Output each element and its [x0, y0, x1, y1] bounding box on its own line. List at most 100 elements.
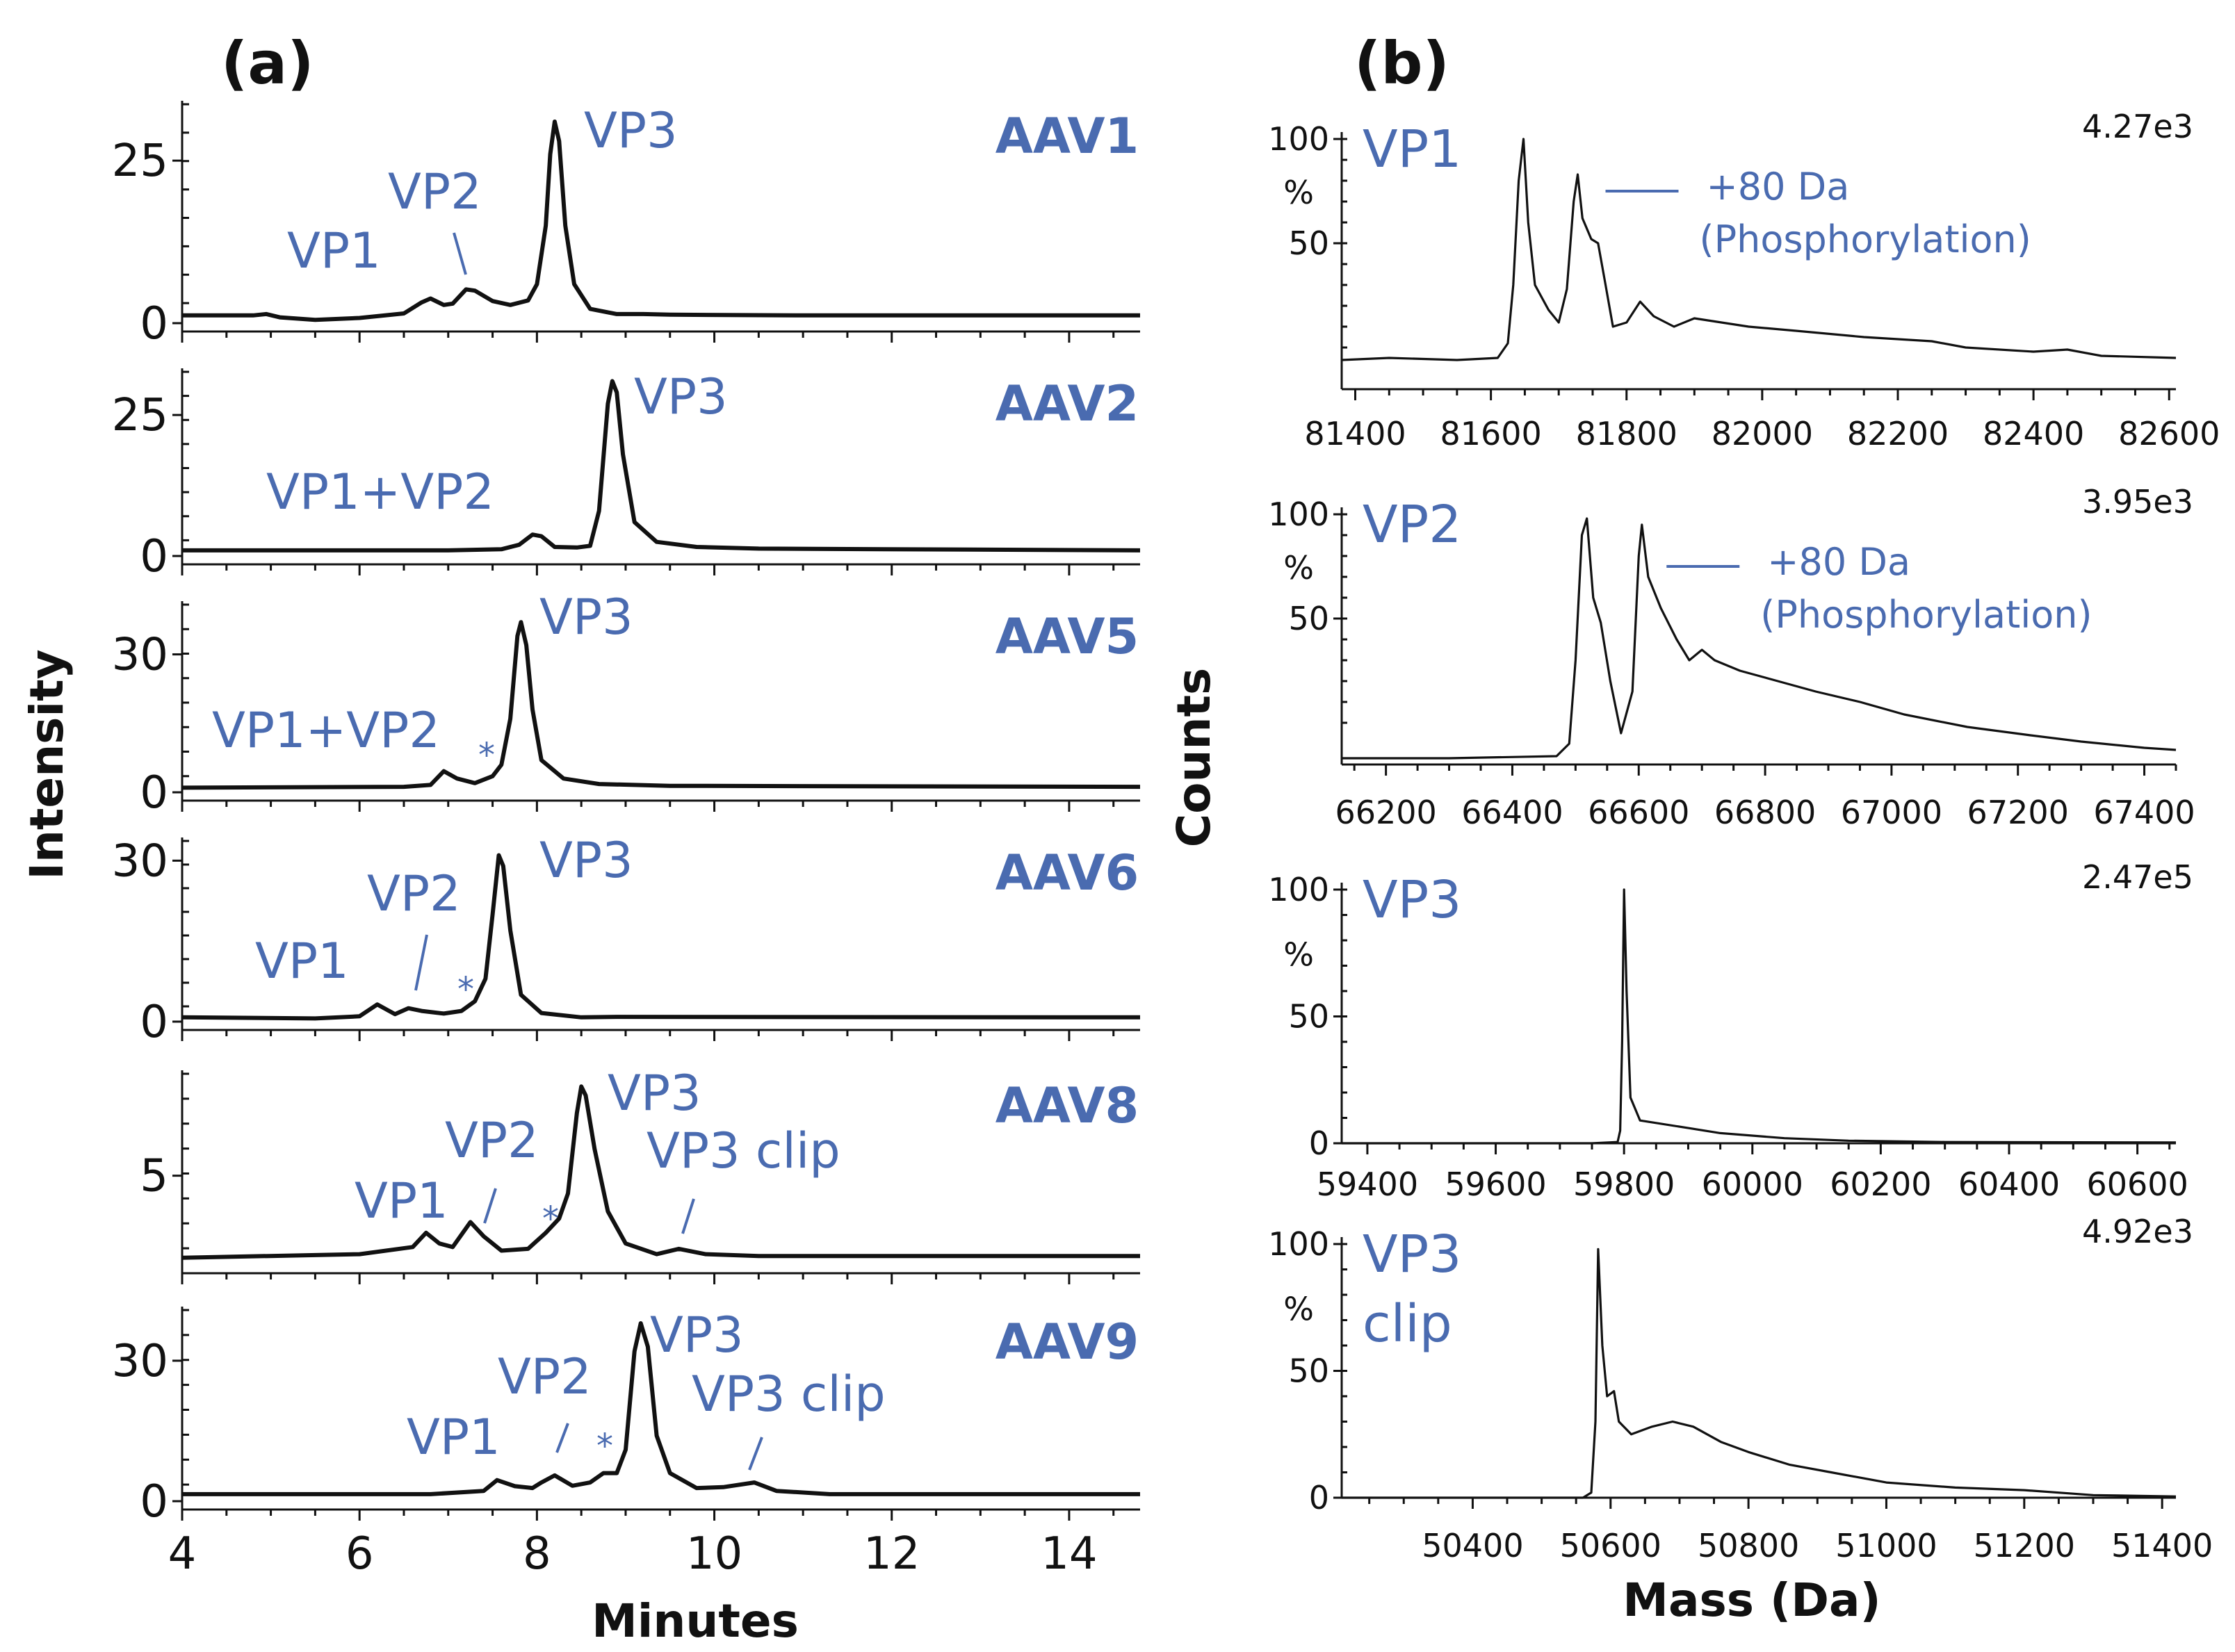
b-x-tick-label: 81400: [1304, 415, 1406, 452]
a-trace-aav1: [182, 120, 1140, 322]
b-max-intensity: 3.95e3: [2082, 483, 2193, 521]
peak-leader-line: [555, 1423, 569, 1453]
a-x-tick-label: 4: [168, 1528, 197, 1580]
serotype-label-aav8: AAV8: [995, 1077, 1139, 1134]
peak-label-vp3: VP3: [539, 832, 633, 889]
peak-label-vp3: VP3: [634, 368, 728, 425]
b-y-axis-title: Counts: [1167, 668, 1221, 848]
peak-leader-line: [681, 1198, 695, 1234]
peak-label-vp1: VP1: [255, 933, 349, 990]
b-x-tick-label: 66600: [1588, 794, 1689, 831]
a-y-tick-label: 25: [112, 136, 168, 187]
a-y-axis-title: Intensity: [20, 649, 74, 879]
b-x-tick-label: 50400: [1422, 1527, 1523, 1564]
b-x-tick-label: 67000: [1841, 794, 1942, 831]
serotype-label-aav1: AAV1: [995, 108, 1139, 165]
a-trace-aav6: [181, 853, 1141, 1021]
b-y-tick-label: 100: [1268, 871, 1329, 908]
peak-leader-line: [414, 934, 428, 991]
b-phospho-type-label: (Phosphorylation): [1760, 593, 2092, 637]
panel-a-title: (a): [221, 29, 314, 97]
a-y-tick-label: 0: [140, 1476, 168, 1528]
b-y-tick-label: 100: [1268, 120, 1329, 158]
b-y-tick-label: 50: [1288, 1352, 1329, 1390]
b-x-tick-label: 59400: [1317, 1166, 1418, 1203]
b-x-tick-label: 51000: [1835, 1527, 1937, 1564]
peak-label-vp3: VP3: [539, 589, 633, 646]
a-trace-aav2: [182, 379, 1141, 553]
b-trace-vp1: [1341, 138, 2177, 361]
b-percent-label: %: [1283, 174, 1314, 211]
peak-label-star: *: [596, 1427, 613, 1466]
b-trace-vp2: [1342, 517, 2177, 760]
b-y-tick-label: 50: [1288, 998, 1329, 1036]
peak-label-vp2: VP2: [445, 1112, 539, 1169]
b-y-tick-label: 100: [1268, 496, 1329, 533]
peak-label-vp1: VP1: [287, 222, 381, 279]
a-trace-aav8: [181, 1084, 1140, 1260]
b-protein-label: VP3: [1363, 1225, 1461, 1284]
b-protein-label: VP1: [1363, 120, 1461, 179]
b-x-tick-label: 51400: [2111, 1527, 2213, 1564]
panel-b-title: (b): [1354, 29, 1449, 97]
peak-label-vp1: VP1: [407, 1409, 501, 1466]
a-y-tick-label: 30: [112, 1336, 168, 1387]
a-y-tick-label: 0: [140, 298, 168, 350]
b-x-tick-label: 60600: [2086, 1166, 2188, 1203]
b-y-tick-label: 50: [1288, 600, 1329, 637]
b-phospho-type-label: (Phosphorylation): [1700, 218, 2031, 261]
peak-label-vp3: VP3: [584, 102, 678, 159]
b-y-tick-label: 0: [1309, 1479, 1329, 1516]
peak-label-vp2: VP2: [498, 1348, 592, 1405]
peak-label-vp1: VP1: [355, 1172, 448, 1229]
b-x-tick-label: 81800: [1576, 415, 1677, 452]
b-phospho-mass-label: +80 Da: [1707, 165, 1850, 208]
peak-label-vp1-vp2: VP1+VP2: [212, 702, 440, 759]
peak-label-vp3: VP3: [650, 1307, 744, 1364]
b-x-tick-label: 66200: [1335, 794, 1436, 831]
b-x-tick-label: 81600: [1440, 415, 1541, 452]
b-x-tick-label: 60400: [1958, 1166, 2060, 1203]
b-percent-label: %: [1283, 1290, 1314, 1327]
b-x-tick-label: 66400: [1461, 794, 1563, 831]
a-trace-aav9: [182, 1321, 1140, 1496]
serotype-label-aav5: AAV5: [995, 608, 1139, 665]
peak-label-vp2: VP2: [388, 163, 482, 220]
a-x-tick-label: 12: [863, 1528, 920, 1580]
panel-a-chromatograms: 0 25 AAV1 0 25 AAV2 0 30 AAV5 0 30 AAV6 5 AAV8 0 30 AAV9…: [112, 101, 1141, 1580]
a-x-tick-label: 6: [346, 1528, 374, 1580]
serotype-label-aav9: AAV9: [995, 1314, 1139, 1371]
b-phospho-mass-label: +80 Da: [1767, 540, 1910, 584]
b-percent-label: %: [1283, 549, 1314, 587]
a-y-tick-label: 0: [140, 531, 168, 582]
a-y-tick-label: 0: [140, 997, 168, 1048]
b-x-tick-label: 67400: [2093, 794, 2195, 831]
b-protein-label: VP3: [1363, 870, 1461, 930]
b-protein-label: VP2: [1363, 495, 1461, 555]
a-trace-aav5: [181, 620, 1141, 790]
b-x-tick-label: 66800: [1714, 794, 1816, 831]
peak-label-star: *: [478, 736, 495, 775]
serotype-label-aav6: AAV6: [995, 844, 1139, 901]
b-max-intensity: 4.92e3: [2082, 1213, 2193, 1250]
a-y-tick-label: 30: [112, 835, 168, 887]
a-y-tick-label: 0: [140, 767, 168, 819]
a-y-tick-label: 30: [112, 630, 168, 681]
peak-leader-line: [483, 1188, 497, 1224]
b-percent-label: %: [1283, 935, 1314, 973]
b-protein-label: clip: [1363, 1294, 1452, 1354]
b-y-tick-label: 0: [1309, 1124, 1329, 1162]
b-x-tick-label: 82600: [2118, 415, 2220, 452]
b-x-axis-title: Mass (Da): [1623, 1573, 1880, 1627]
b-trace-vp3-clip: [1342, 1248, 2177, 1499]
b-x-tick-label: 60200: [1830, 1166, 1931, 1203]
b-max-intensity: 2.47e5: [2082, 858, 2193, 896]
b-y-tick-label: 100: [1268, 1225, 1329, 1263]
a-x-tick-label: 14: [1041, 1528, 1097, 1580]
b-x-tick-label: 50600: [1560, 1527, 1661, 1564]
b-x-tick-label: 59800: [1573, 1166, 1675, 1203]
a-x-tick-label: 10: [686, 1528, 742, 1580]
b-y-tick-label: 50: [1288, 224, 1329, 262]
peak-label-vp3-clip: VP3 clip: [692, 1366, 886, 1423]
